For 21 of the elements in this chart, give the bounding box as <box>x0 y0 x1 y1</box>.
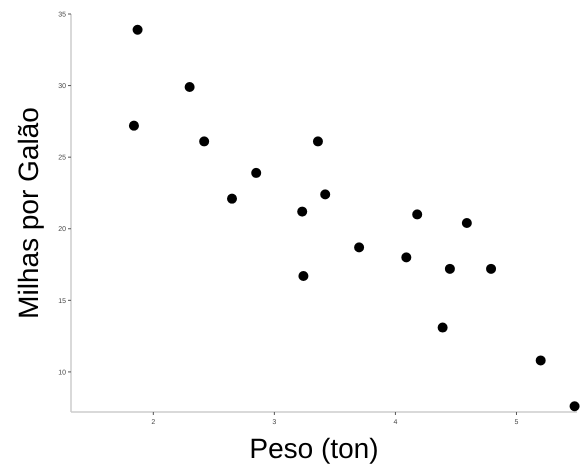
point <box>462 218 472 228</box>
point <box>128 120 139 131</box>
point <box>438 322 448 333</box>
point <box>354 242 364 252</box>
point <box>486 264 496 274</box>
point <box>570 401 580 412</box>
point <box>536 355 546 366</box>
point <box>132 24 143 35</box>
point <box>412 209 422 220</box>
point <box>227 194 237 204</box>
point <box>401 252 412 262</box>
point <box>320 189 330 200</box>
point <box>312 136 323 146</box>
point <box>184 82 195 92</box>
point <box>297 206 308 217</box>
point <box>298 270 308 281</box>
point <box>199 136 210 146</box>
point <box>251 168 262 178</box>
point <box>444 264 455 274</box>
y-axis-title: Milhas por Galão <box>13 107 44 319</box>
x-axis-title: Peso (ton) <box>249 433 379 464</box>
